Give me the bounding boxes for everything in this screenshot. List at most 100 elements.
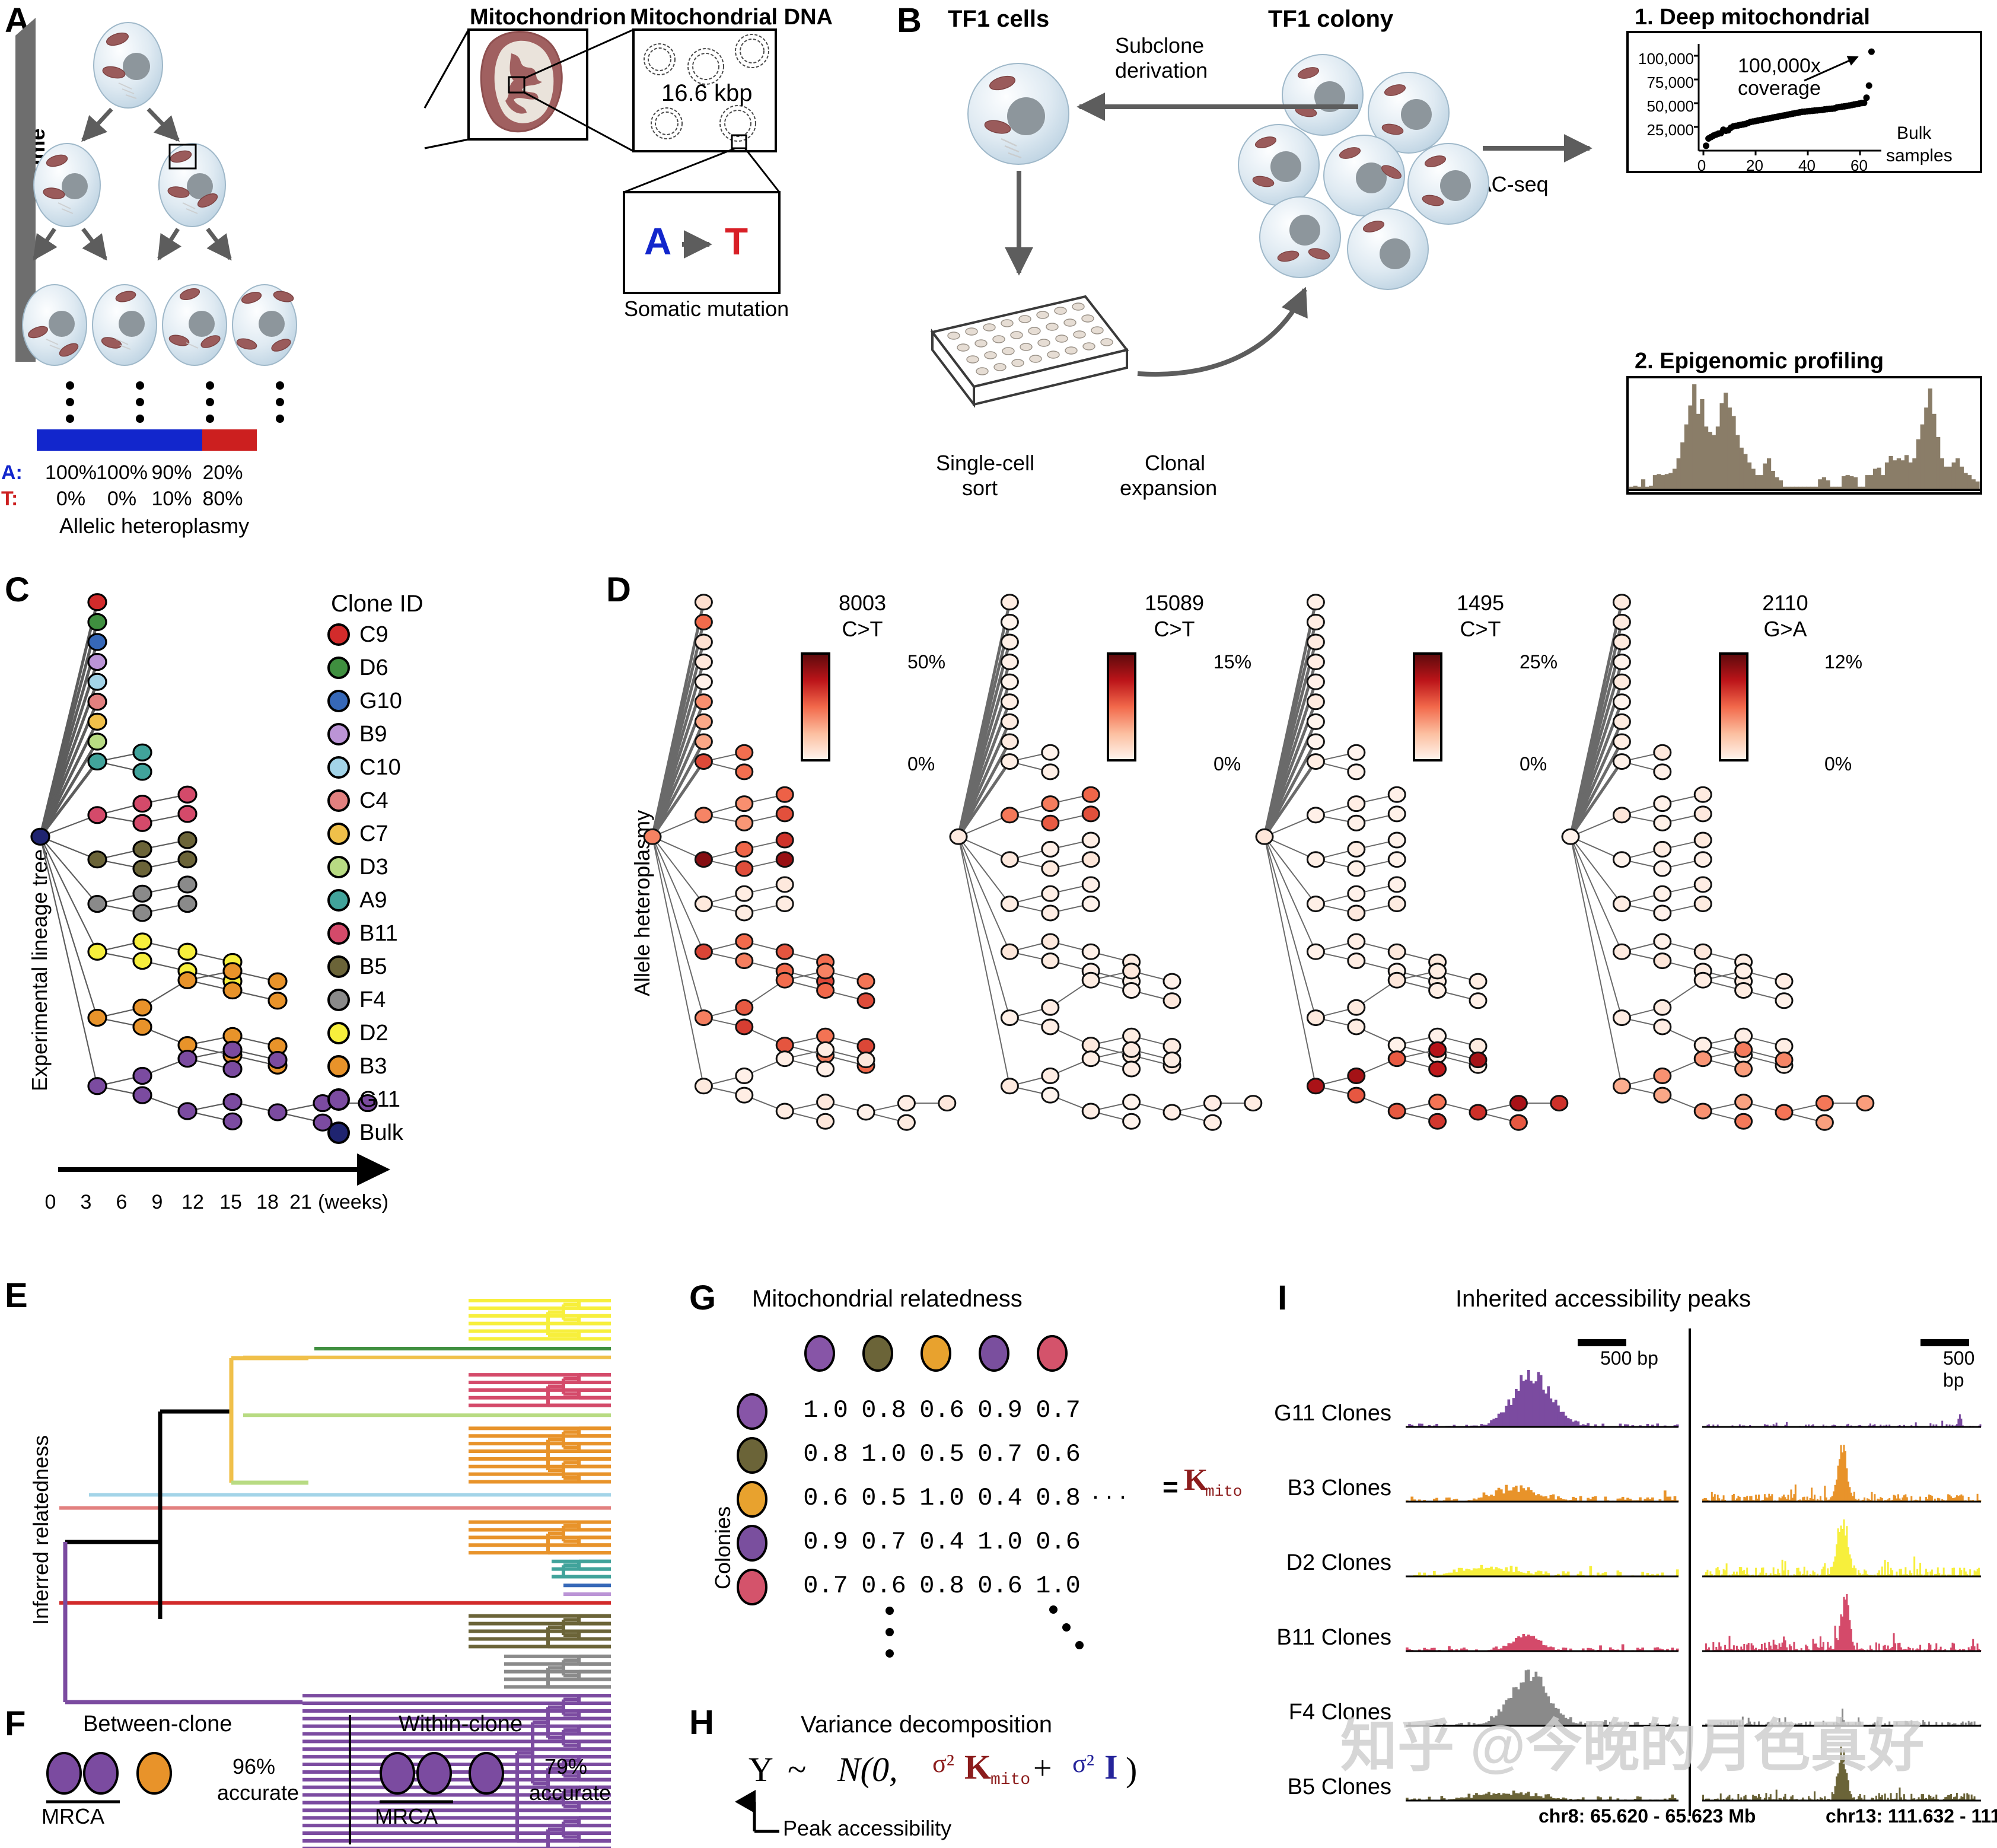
clone-legend-item[interactable]: B11 bbox=[327, 917, 470, 950]
coverage-annotation-line1: 100,000x bbox=[1738, 55, 1821, 77]
coverage-annotation-line2: coverage bbox=[1738, 77, 1821, 100]
clone-id-legend-title: Clone ID bbox=[331, 591, 423, 617]
clone-legend-item[interactable]: D6 bbox=[327, 651, 470, 684]
clone-legend-item[interactable]: D2 bbox=[327, 1017, 470, 1050]
accessibility-track-browser bbox=[1406, 1328, 1982, 1816]
panel-g-y-axis-label: Colonies bbox=[711, 1506, 735, 1589]
between-mrca-dot-1 bbox=[46, 1752, 82, 1795]
clone-legend-item[interactable]: G11 bbox=[327, 1083, 470, 1116]
relatedness-cell: 0.6 bbox=[861, 1572, 906, 1600]
clone-color-swatch bbox=[327, 955, 350, 978]
track-name-list: G11 Clones B3 Clones D2 Clones B11 Clones F4… bbox=[1274, 1334, 1400, 1821]
ytick-100000: 100,000 bbox=[1638, 50, 1694, 68]
time-tick-3: 3 bbox=[80, 1191, 92, 1213]
panel-i-title: Inherited accessibility peaks bbox=[1455, 1286, 1751, 1312]
variant-2-colorbar-min: 0% bbox=[1214, 753, 1241, 775]
clone-legend-item[interactable]: Bulk bbox=[327, 1116, 470, 1149]
clone-legend-item[interactable]: B3 bbox=[327, 1050, 470, 1083]
xtick-40: 40 bbox=[1798, 157, 1816, 174]
bar-4-a-value: 20% bbox=[202, 461, 243, 484]
clone-legend-item[interactable]: A9 bbox=[327, 884, 470, 917]
clone-legend-label: A9 bbox=[359, 888, 387, 913]
equation-Y: Y bbox=[749, 1750, 773, 1789]
panel-f-label: F bbox=[5, 1704, 26, 1743]
clone-legend-item[interactable]: F4 bbox=[327, 983, 470, 1017]
variant-4-colorbar-max: 12% bbox=[1824, 651, 1863, 673]
coverage-scatter-chart bbox=[1626, 31, 1982, 173]
clone-color-swatch bbox=[327, 823, 350, 845]
clone-legend-label: C10 bbox=[359, 755, 401, 780]
relatedness-cell: 0.7 bbox=[977, 1440, 1023, 1468]
clone-legend-label: Bulk bbox=[359, 1120, 403, 1145]
within-other-dot bbox=[469, 1752, 504, 1795]
clone-legend-item[interactable]: C10 bbox=[327, 751, 470, 784]
relatedness-cell: 0.6 bbox=[1036, 1528, 1081, 1556]
between-other-dot bbox=[136, 1752, 172, 1795]
base-a-label: A bbox=[644, 220, 672, 263]
variant-4-substitution: G>A bbox=[1763, 617, 1807, 641]
relatedness-cell: 0.5 bbox=[919, 1440, 964, 1468]
relatedness-cell: 0.9 bbox=[977, 1396, 1023, 1425]
relatedness-cell: 0.8 bbox=[919, 1572, 964, 1600]
ytick-25000: 25,000 bbox=[1646, 121, 1694, 139]
relatedness-cell: 0.6 bbox=[977, 1572, 1023, 1600]
mitochondrion-title: Mitochondrion bbox=[470, 5, 626, 30]
clone-legend-item[interactable]: B5 bbox=[327, 950, 470, 983]
variant-4-position: 2110 bbox=[1762, 591, 1808, 615]
panel-i-label: I bbox=[1278, 1279, 1288, 1317]
within-accuracy-word: accurate bbox=[529, 1780, 611, 1805]
relatedness-cell: 1.0 bbox=[861, 1440, 906, 1468]
variant-1-colorbar-min: 0% bbox=[907, 753, 935, 775]
variant-2-substitution: C>T bbox=[1154, 617, 1195, 641]
clone-color-swatch bbox=[327, 1088, 350, 1111]
inferred-relatedness-dendrogram bbox=[59, 1299, 611, 1848]
equation-K-subscript: mito bbox=[990, 1771, 1031, 1789]
clone-legend-item[interactable]: D3 bbox=[327, 850, 470, 884]
variant-3-colorbar-max: 25% bbox=[1520, 651, 1558, 673]
clone-legend-item[interactable]: G10 bbox=[327, 684, 470, 718]
time-tick-12: 12 bbox=[181, 1191, 204, 1213]
clone-id-legend: C9 D6 G10 B9 C10 C4 C7 D3 A9 B11 B5 F4 D2 B3 G11 Bulk bbox=[327, 618, 470, 1149]
relatedness-cell: 0.8 bbox=[1036, 1484, 1081, 1512]
equation-I: I bbox=[1104, 1748, 1118, 1786]
heteroplasmy-bars bbox=[37, 429, 257, 451]
relatedness-cell: 1.0 bbox=[803, 1396, 848, 1425]
variant-3-colorbar-min: 0% bbox=[1520, 753, 1547, 775]
bulk-samples-label-line1: Bulk bbox=[1897, 123, 1932, 143]
relatedness-cell: 1.0 bbox=[919, 1484, 964, 1512]
matrix-equals: = bbox=[1162, 1471, 1179, 1502]
clone-legend-item[interactable]: C9 bbox=[327, 618, 470, 651]
step2-title: 2. Epigenomic profiling bbox=[1635, 349, 1884, 374]
scalebar-left bbox=[1578, 1339, 1626, 1346]
track-label: F4 Clones bbox=[1288, 1700, 1391, 1725]
relatedness-cell: 0.8 bbox=[861, 1396, 906, 1425]
bar-1-t-value: 0% bbox=[56, 488, 86, 510]
equation-plus: + bbox=[1033, 1750, 1052, 1787]
clone-legend-label: G11 bbox=[359, 1087, 401, 1112]
clone-color-swatch bbox=[327, 623, 350, 646]
bulk-samples-label-line2: samples bbox=[1886, 146, 1953, 165]
ytick-75000: 75,000 bbox=[1646, 74, 1694, 91]
bar-4 bbox=[189, 429, 257, 451]
relatedness-cell: 0.8 bbox=[803, 1440, 848, 1468]
cell-gen3-1 bbox=[22, 284, 87, 366]
relatedness-cell: 0.6 bbox=[1036, 1440, 1081, 1468]
allele-a-row-label: A: bbox=[1, 461, 23, 484]
clone-color-swatch bbox=[327, 1121, 350, 1144]
time-tick-6: 6 bbox=[116, 1191, 128, 1213]
kmito-subscript: mito bbox=[1205, 1483, 1243, 1500]
clone-legend-item[interactable]: B9 bbox=[327, 718, 470, 751]
panel-e-axis-label: Inferred relatedness bbox=[28, 1435, 53, 1625]
locus-right-label: chr13: 111.632 - 111.638 Mb bbox=[1826, 1805, 1997, 1827]
bar-3-a-value: 90% bbox=[151, 461, 192, 484]
equation-sigma2-mito: σ² bbox=[932, 1749, 954, 1778]
bar-1-a-value: 100% bbox=[45, 461, 97, 484]
clone-legend-item[interactable]: C4 bbox=[327, 784, 470, 817]
time-unit-label: (weeks) bbox=[318, 1191, 389, 1213]
clone-legend-label: B9 bbox=[359, 722, 387, 747]
track-label: B11 Clones bbox=[1276, 1625, 1391, 1650]
relatedness-matrix-values: 1.0 0.8 0.6 0.9 0.7 0.8 1.0 0.5 0.7 0.6 0.6 0.5 1.0 0… bbox=[735, 1342, 1151, 1620]
clone-legend-item[interactable]: C7 bbox=[327, 817, 470, 850]
locus-left-label: chr8: 65.620 - 65.623 Mb bbox=[1539, 1805, 1756, 1827]
track-label: G11 Clones bbox=[1274, 1401, 1391, 1426]
